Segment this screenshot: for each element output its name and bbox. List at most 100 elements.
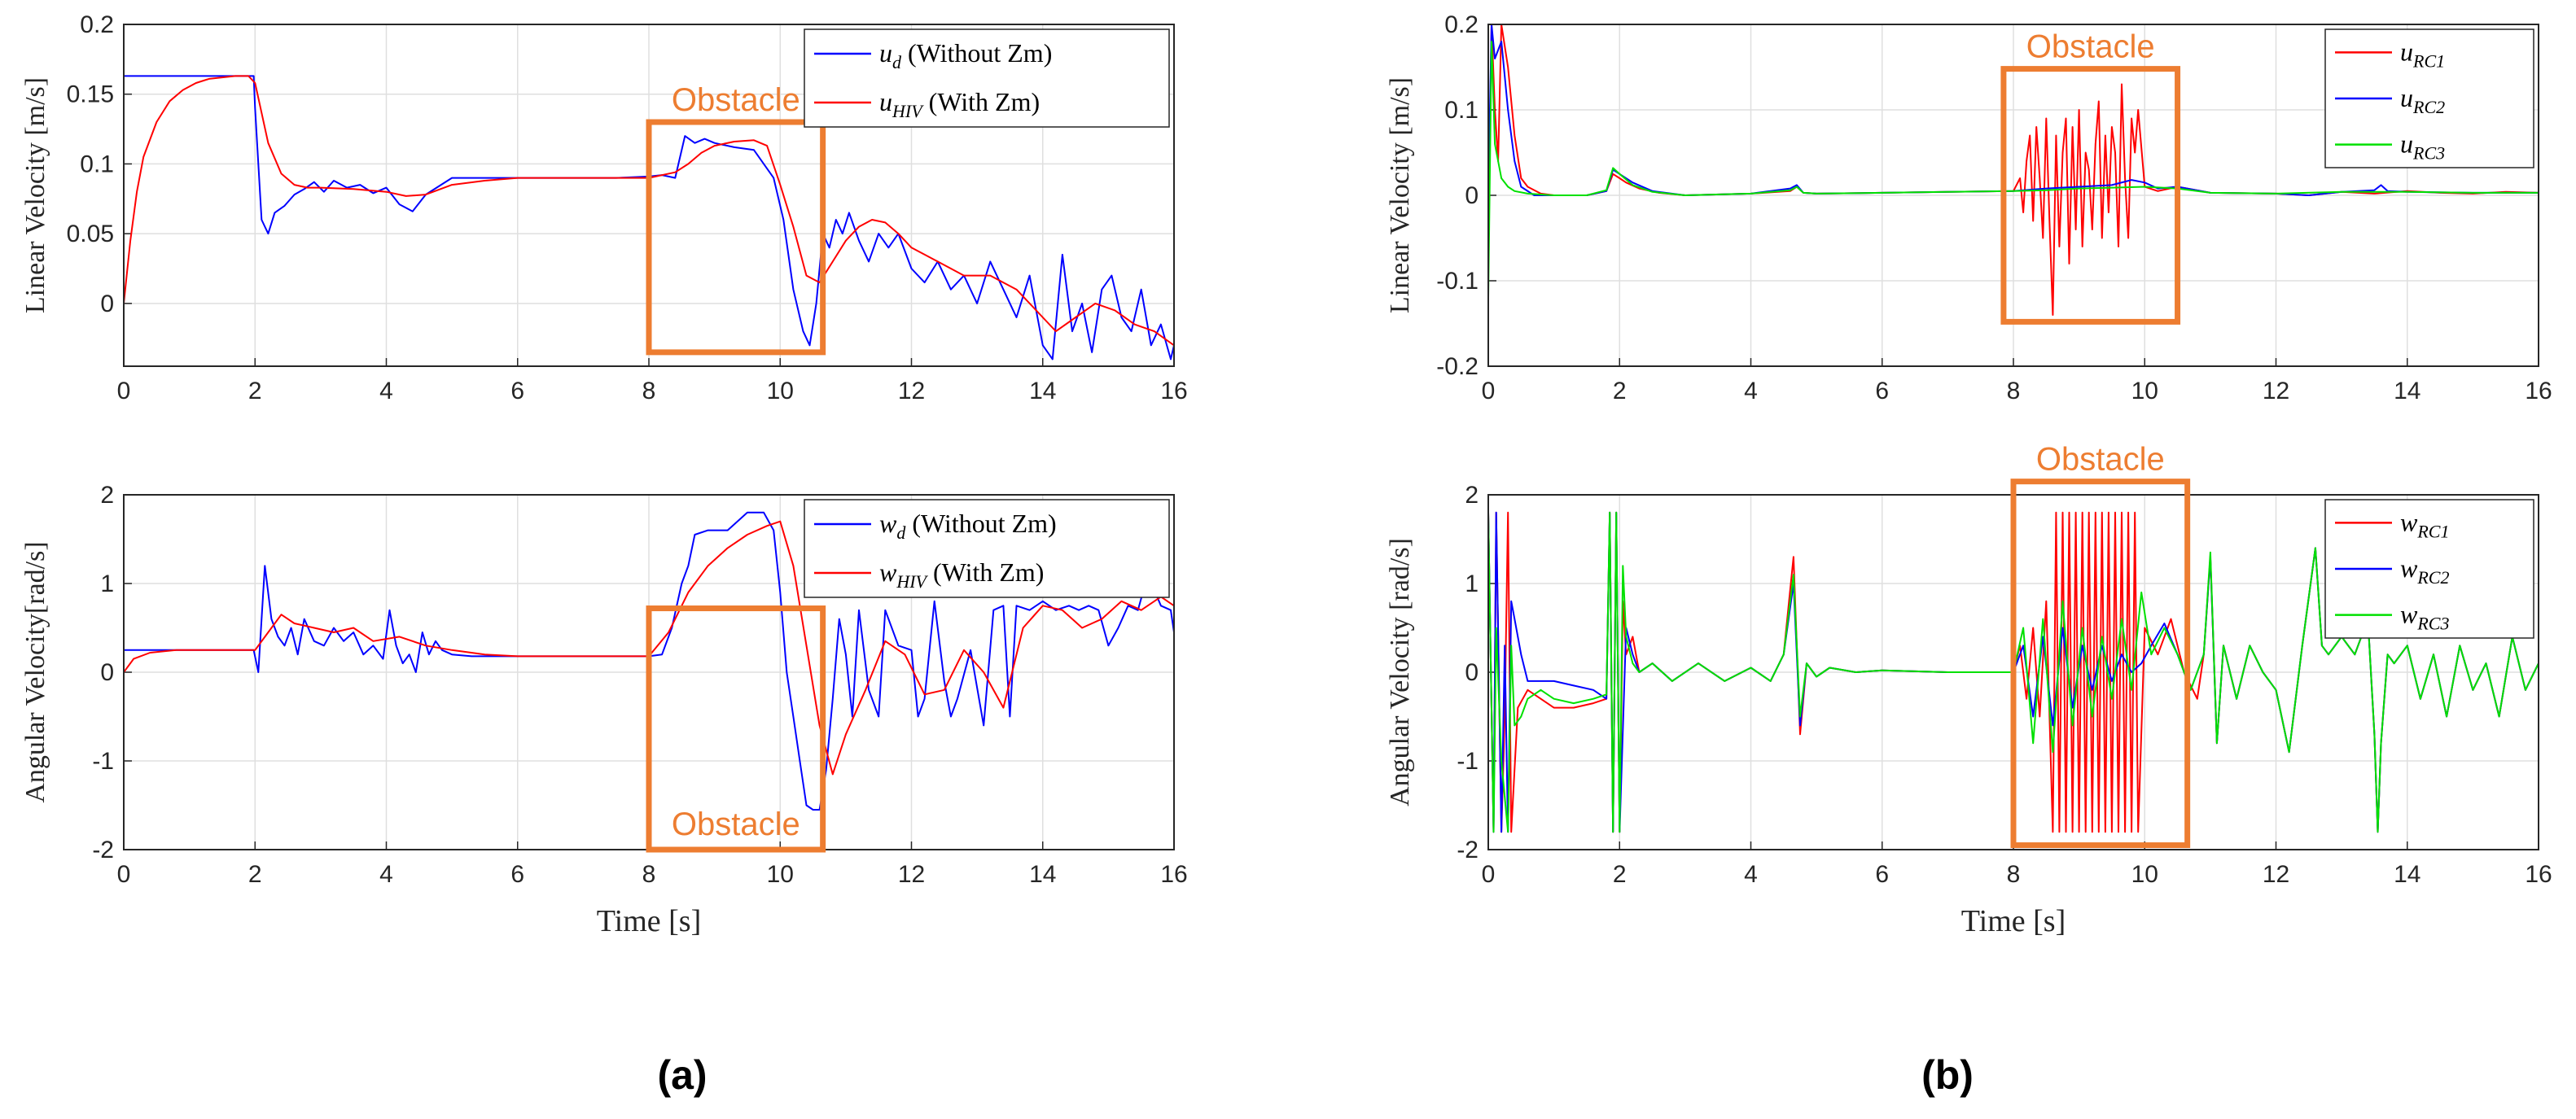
legend-symbol: w [2400, 507, 2418, 536]
legend-box [804, 28, 1170, 128]
axes-frame [1487, 24, 2539, 367]
legend-label: wRC1 [2400, 507, 2449, 541]
legend-text: (Without Zm) [905, 509, 1056, 538]
legend-symbol: u [879, 87, 892, 116]
y-tick-label: 0 [100, 659, 114, 686]
y-tick-label: 0.2 [80, 11, 114, 38]
legend-label: uRC2 [2400, 83, 2445, 117]
x-axis-label: Time [s] [597, 904, 701, 938]
legend-label: uRC3 [2400, 129, 2445, 164]
x-tick-label: 2 [1613, 378, 1627, 404]
legend-subscript: RC3 [2416, 614, 2449, 634]
x-tick-label: 4 [379, 378, 393, 404]
legend-symbol: w [879, 509, 897, 538]
legend-label: wHIV (With Zm) [879, 557, 1044, 592]
x-tick-label: 0 [1482, 861, 1496, 888]
legend: ud (Without Zm)uHIV (With Zm) [804, 28, 1170, 128]
legend-subscript: d [892, 52, 902, 72]
obstacle-label: Obstacle [2026, 29, 2155, 65]
legend-text: (With Zm) [922, 87, 1040, 116]
legend-symbol: u [2400, 37, 2413, 66]
legend-symbol: w [2400, 553, 2418, 583]
legend-symbol: u [2400, 83, 2413, 112]
obstacle-label: Obstacle [2036, 442, 2165, 478]
legend-subscript: d [896, 522, 906, 543]
series-group [1488, 24, 2539, 316]
legend-label: wRC2 [2400, 553, 2449, 588]
series-group [124, 511, 1174, 811]
x-tick-label: 6 [510, 378, 524, 404]
x-tick-label: 4 [379, 861, 393, 888]
x-tick-label: 12 [2263, 861, 2289, 888]
x-tick-label: 8 [2007, 861, 2021, 888]
legend-subscript: RC1 [2412, 50, 2445, 71]
series-line-u-hiv-with-zm- [124, 75, 1174, 347]
x-tick-label: 14 [2394, 378, 2420, 404]
series-line-w-hiv-with-zm- [124, 520, 1174, 776]
y-axis-label: Linear Velocity [m/s] [20, 77, 50, 313]
x-tick-label: 16 [1160, 378, 1187, 404]
legend-symbol: u [879, 38, 892, 68]
legend-label: wd (Without Zm) [879, 509, 1057, 543]
x-tick-label: 10 [2131, 378, 2158, 404]
axes-frame [123, 24, 1175, 367]
x-tick-label: 10 [767, 378, 794, 404]
y-tick-label: 0.05 [67, 221, 114, 247]
x-tick-label: 2 [1613, 861, 1627, 888]
x-tick-label: 4 [1744, 861, 1758, 888]
series-group [124, 75, 1174, 361]
y-tick-label: 0 [1465, 659, 1479, 686]
caption-b: (b) [1921, 1052, 1974, 1098]
y-tick-label: -2 [92, 837, 114, 863]
x-tick-label: 8 [642, 861, 656, 888]
y-tick-label: 0.2 [1444, 11, 1479, 38]
x-tick-label: 14 [2394, 861, 2420, 888]
y-tick-label: 1 [100, 570, 114, 597]
x-tick-label: 4 [1744, 378, 1758, 404]
legend-subscript: RC2 [2412, 97, 2445, 117]
y-tick-label: 0 [100, 291, 114, 317]
x-tick-label: 16 [1160, 861, 1187, 888]
legend-subscript: RC2 [2416, 567, 2449, 588]
y-tick-label: -2 [1457, 837, 1479, 863]
y-tick-label: 0.1 [80, 151, 114, 177]
x-tick-label: 0 [1482, 378, 1496, 404]
y-tick-label: 1 [1465, 570, 1479, 597]
x-tick-label: 8 [2007, 378, 2021, 404]
panel-b-linear-velocity: 0 2 4 6 8 10 12 14 16 -0.2 -0.1 0 0.1 0.2 Linear Veloc… [1385, 11, 2552, 404]
series-line-u-rc1 [1488, 24, 2539, 316]
x-tick-label: 2 [248, 378, 262, 404]
legend-subscript: RC3 [2412, 143, 2445, 164]
legend-symbol: w [2400, 600, 2418, 629]
obstacle-box [2000, 66, 2181, 325]
y-tick-label: -0.2 [1436, 353, 1479, 380]
obstacle-box [646, 605, 826, 853]
obstacle-box [646, 119, 826, 356]
y-tick-label: 2 [1465, 482, 1479, 509]
x-tick-label: 16 [2525, 861, 2552, 888]
x-tick-label: 6 [1875, 378, 1889, 404]
y-tick-label: -1 [92, 748, 114, 775]
y-tick-label: 0.1 [1444, 97, 1479, 124]
series-group [1488, 511, 2539, 833]
legend-text: (Without Zm) [901, 38, 1052, 68]
x-tick-label: 10 [2131, 861, 2158, 888]
y-tick-label: 0 [1465, 182, 1479, 209]
series-line-w-rc3 [1488, 511, 2539, 833]
x-tick-label: 8 [642, 378, 656, 404]
x-tick-label: 16 [2525, 378, 2552, 404]
legend: wd (Without Zm) wHIV (With Zm) [804, 499, 1170, 598]
legend-symbol: u [2400, 129, 2413, 159]
series-line-u-d-without-zm- [124, 75, 1174, 361]
series-line-w-d-without-zm- [124, 511, 1174, 811]
obstacle-label: Obstacle [672, 82, 800, 118]
series-line-u-rc3 [1488, 41, 2539, 299]
y-axis-label: Linear Velocity [m/s] [1385, 77, 1415, 313]
x-tick-label: 10 [767, 861, 794, 888]
obstacle-box [2010, 479, 2191, 849]
y-axis-label: Angular Velocity [rad/s] [1385, 538, 1415, 806]
legend-symbol: w [879, 557, 897, 587]
